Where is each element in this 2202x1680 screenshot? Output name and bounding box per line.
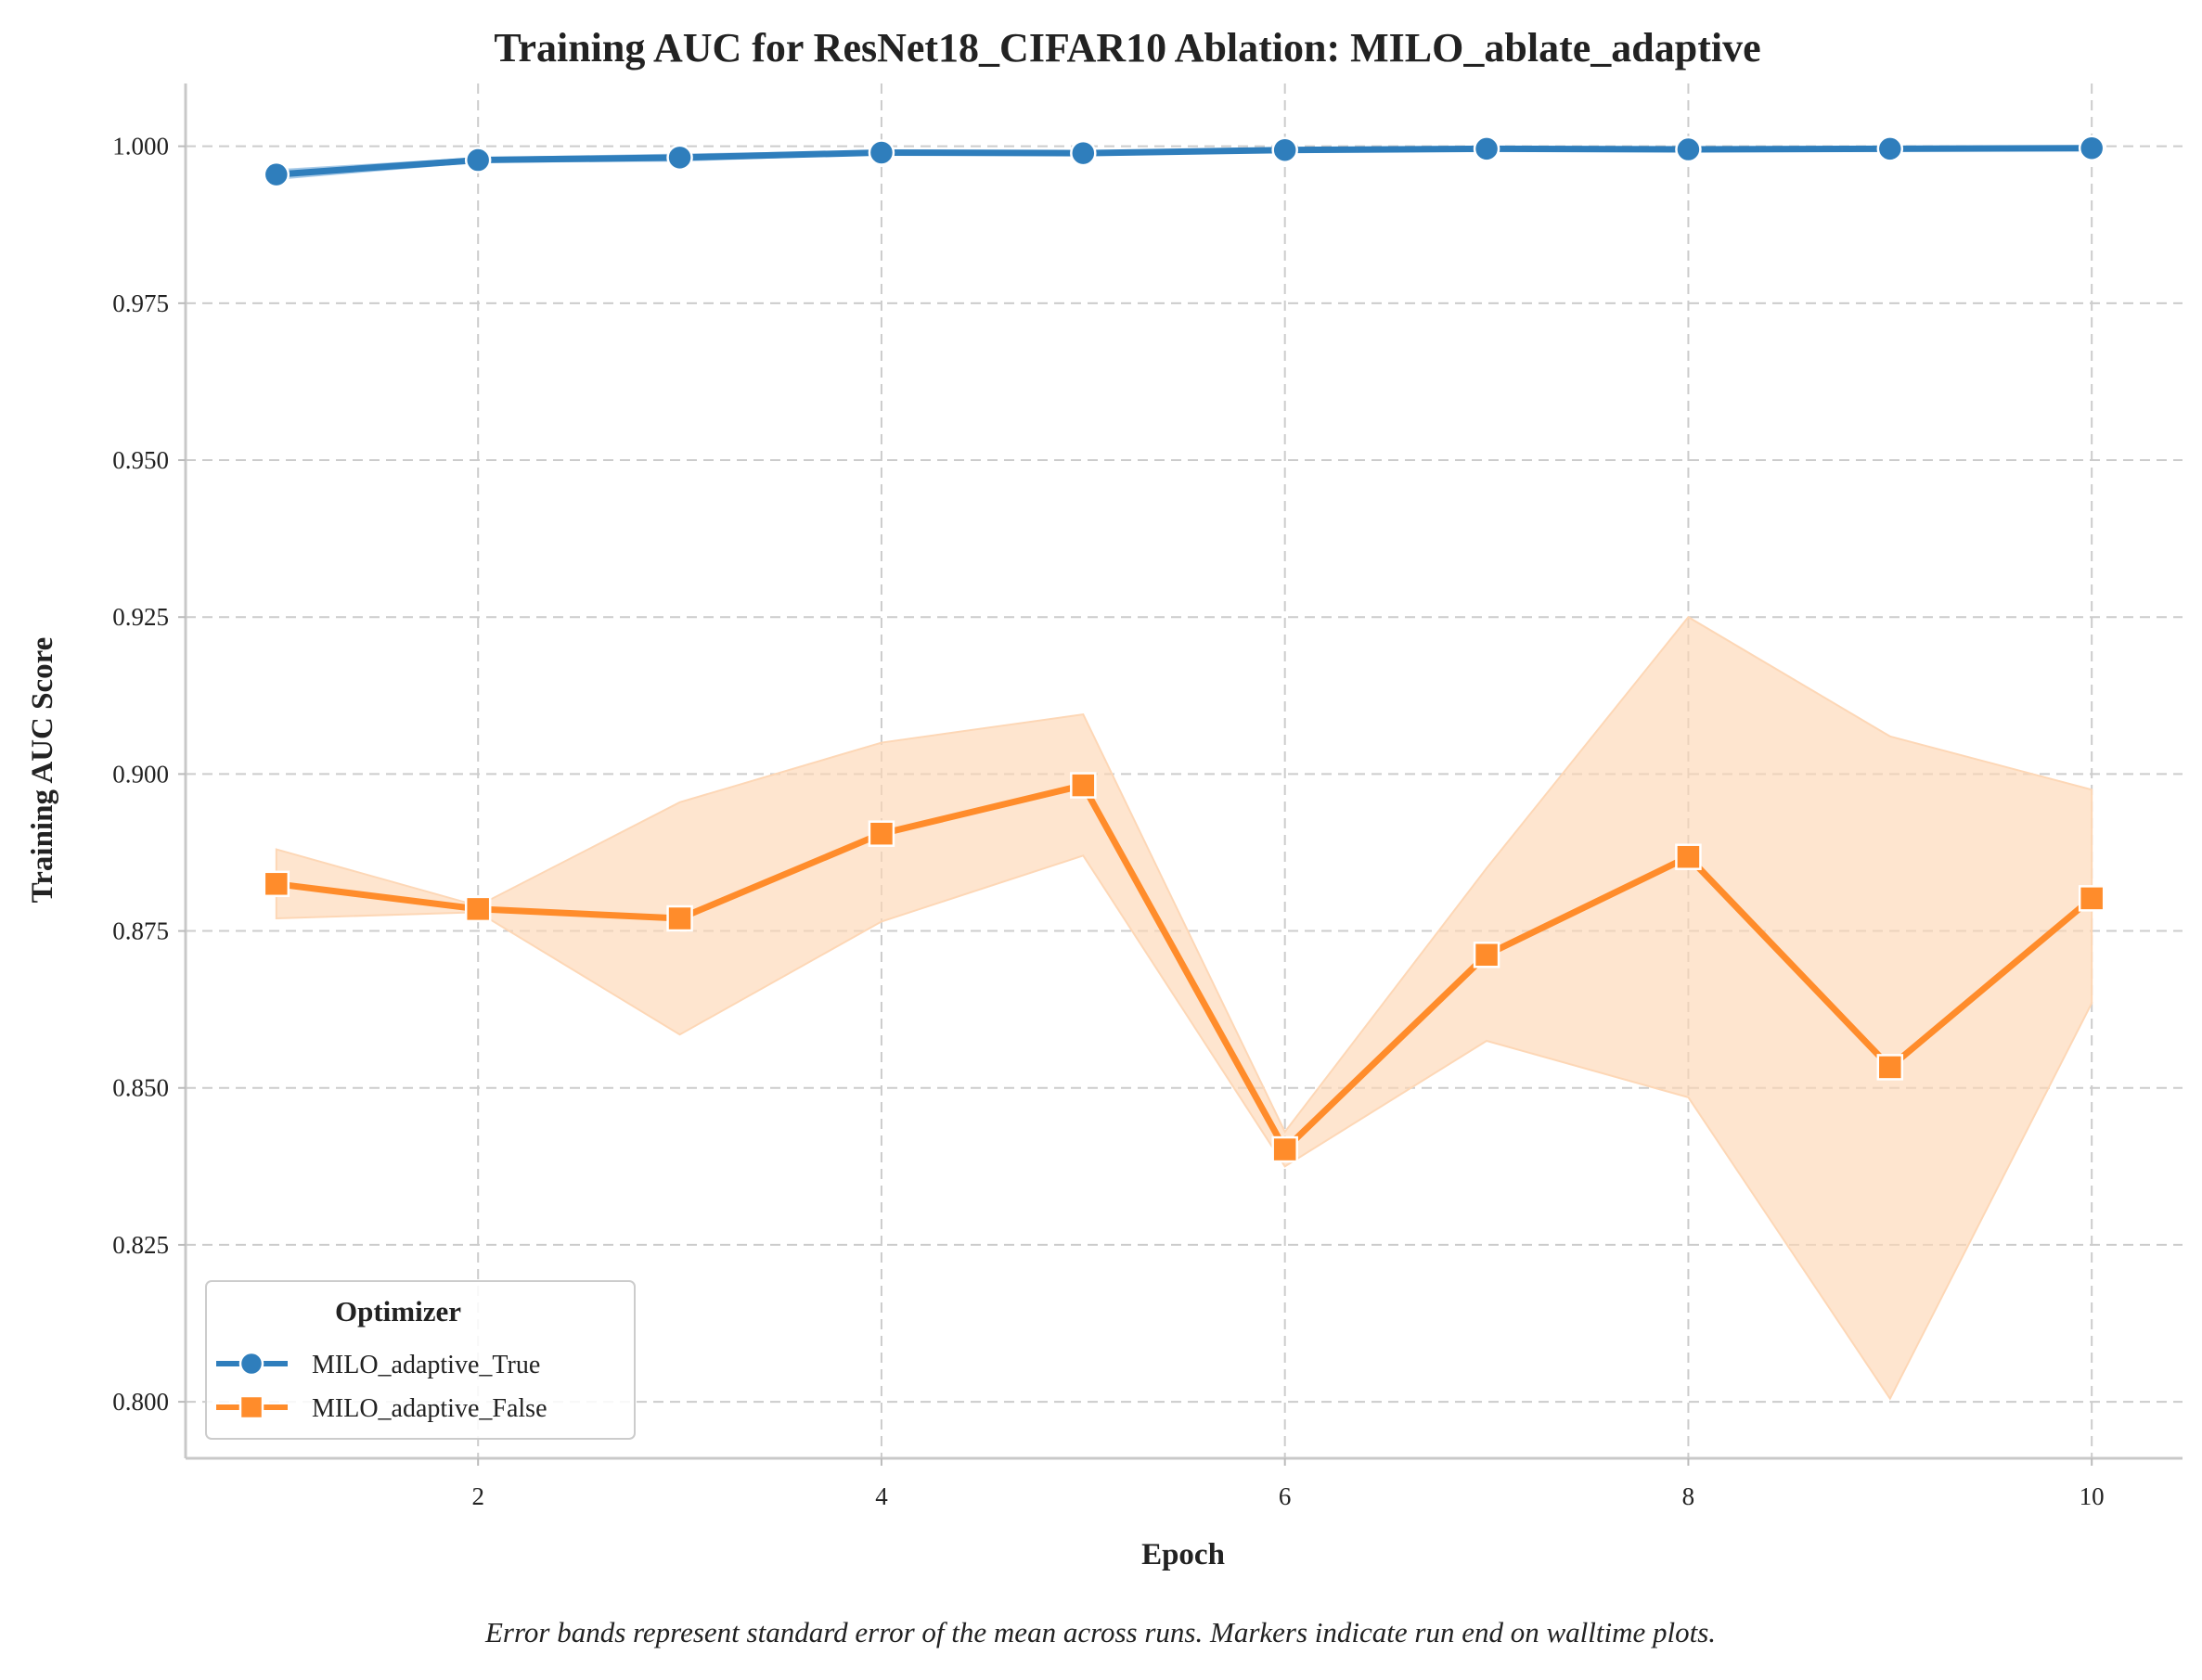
- series-false-error-band: [275, 615, 2093, 1401]
- y-tick-label: 0.875: [112, 917, 169, 945]
- legend-label-true: MILO_adaptive_True: [312, 1351, 540, 1379]
- series-false-point: [1876, 1054, 1904, 1081]
- y-tick-label: 0.975: [112, 289, 169, 317]
- y-tick-label: 0.800: [112, 1388, 169, 1416]
- chart-title: Training AUC for ResNet18_CIFAR10 Ablati…: [494, 25, 1760, 71]
- series-true-point: [2078, 135, 2105, 161]
- series-true-point: [1070, 139, 1097, 167]
- tick-layer: 0.800 0.825 0.850 0.875 0.900 0.925 0.950 0.975…: [112, 133, 2104, 1510]
- legend: Optimizer MILO_adaptive_True MILO_adapti…: [205, 1280, 636, 1440]
- x-tick-label: 10: [2080, 1482, 2105, 1510]
- y-tick-label: 0.950: [112, 446, 169, 474]
- series-false-point: [666, 904, 693, 932]
- x-tick-label: 6: [1279, 1482, 1292, 1510]
- series-false-point: [464, 895, 492, 923]
- series-true-point: [666, 144, 693, 172]
- marker-layer: [263, 135, 2105, 1163]
- series-false-point: [868, 820, 895, 847]
- series-false-point: [1271, 1135, 1298, 1163]
- series-true-point: [1876, 135, 1904, 162]
- x-axis-label: Epoch: [1141, 1538, 1225, 1571]
- legend-marker-circle: [238, 1351, 264, 1377]
- series-false-point: [2078, 885, 2105, 912]
- series-false-point: [263, 870, 290, 898]
- series-true-point: [1473, 135, 1500, 162]
- y-tick-label: 0.850: [112, 1074, 169, 1102]
- series-true-line: [273, 145, 2095, 178]
- series-false-point: [1473, 942, 1500, 968]
- x-tick-label: 2: [471, 1482, 484, 1510]
- legend-marker-square: [238, 1394, 264, 1420]
- y-tick-label: 0.825: [112, 1231, 169, 1259]
- series-true-point: [868, 139, 895, 166]
- y-tick-label: 1.000: [112, 133, 169, 160]
- y-axis-label: Training AUC Score: [26, 637, 59, 904]
- series-true-point: [1675, 135, 1702, 163]
- series-true-point: [464, 147, 492, 173]
- legend-label-false: MILO_adaptive_False: [312, 1394, 547, 1423]
- x-tick-label: 8: [1682, 1482, 1695, 1510]
- series-true-point: [263, 160, 290, 188]
- legend-title: Optimizer: [335, 1295, 461, 1327]
- x-tick-label: 4: [875, 1482, 888, 1510]
- series-false-point: [1070, 772, 1097, 799]
- legend-box: [205, 1280, 636, 1440]
- y-tick-label: 0.900: [112, 760, 169, 788]
- series-false-point: [1675, 843, 1702, 870]
- chart-caption: Error bands represent standard error of …: [484, 1616, 1716, 1648]
- series-false-line: [273, 782, 2095, 1153]
- y-tick-label: 0.925: [112, 603, 169, 631]
- line-layer: [273, 145, 2095, 1153]
- series-true-point: [1271, 136, 1298, 163]
